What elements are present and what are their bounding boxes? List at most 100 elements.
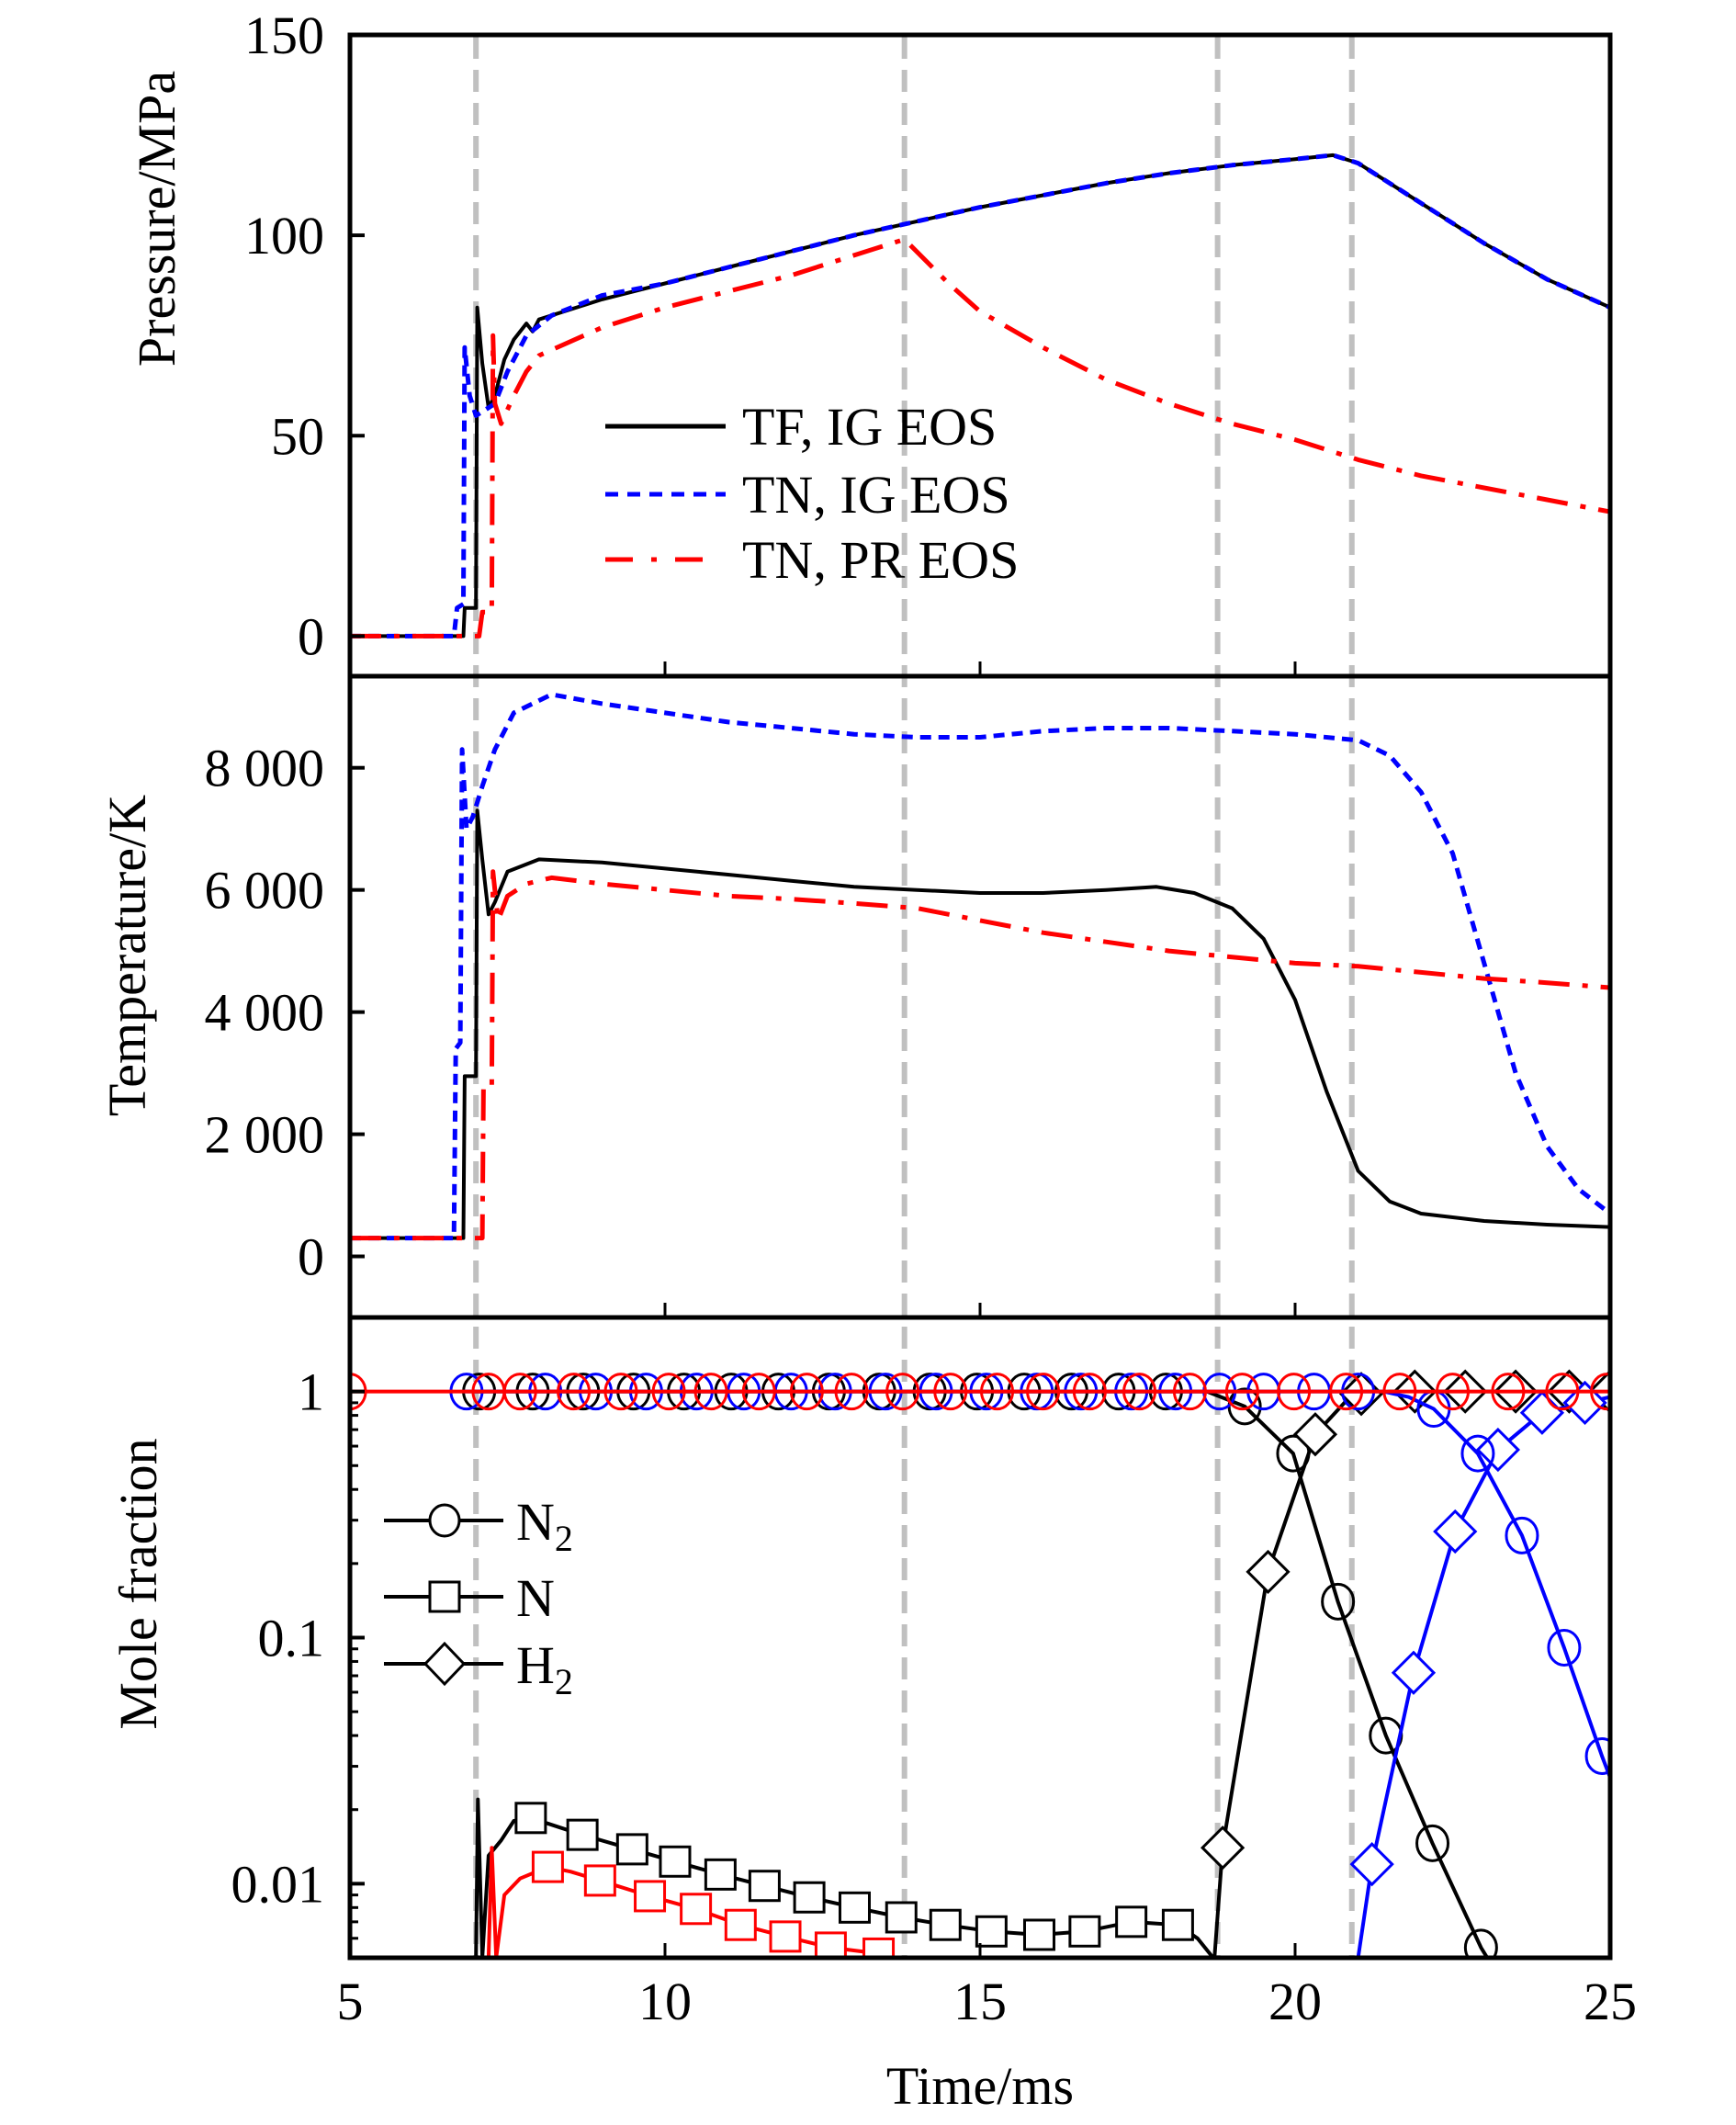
series-line-tn-ig-eos: [350, 692, 1610, 1241]
square-marker: [680, 1893, 713, 1926]
panel-series-mole-fraction: [350, 1369, 1610, 1958]
legend-item-h2: H2: [384, 1635, 573, 1702]
circle-marker: [980, 1373, 1015, 1411]
y-tick-label: 2 000: [205, 1105, 325, 1165]
square-marker: [748, 1870, 781, 1903]
mole-fraction-axis-title: Mole fraction: [108, 1438, 168, 1729]
square-marker: [583, 1864, 616, 1897]
legend-label-tf-ig: TF, IG EOS: [742, 397, 997, 457]
circle-marker: [1491, 1373, 1526, 1411]
square-marker: [793, 1881, 826, 1914]
y-tick-label: 8 000: [205, 739, 325, 798]
circle-marker: [603, 1373, 638, 1411]
x-tick-label: 15: [953, 1972, 1007, 2031]
panel-frame-temperature: [347, 673, 1613, 1320]
diamond-marker: [1200, 1825, 1246, 1871]
circle-marker: [1382, 1373, 1417, 1411]
series-layer: [350, 153, 1610, 1958]
legend-label-h2-main: H: [516, 1635, 555, 1695]
temperature-axis-title: Temperature/K: [97, 795, 157, 1116]
circle-marker: [933, 1373, 968, 1411]
square-marker: [634, 1880, 667, 1913]
square-marker: [724, 1908, 757, 1941]
legend-label-h2: H2: [516, 1635, 573, 1702]
pressure-axis-title: Pressure/MPa: [127, 71, 186, 367]
square-marker: [769, 1920, 802, 1953]
legend-square-marker-icon: [428, 1580, 461, 1613]
square-marker: [885, 1901, 918, 1934]
square-marker: [1115, 1905, 1148, 1938]
circle-marker: [502, 1373, 537, 1411]
circle-marker: [350, 1373, 367, 1411]
circle-marker: [1122, 1373, 1157, 1411]
circle-marker: [741, 1373, 776, 1411]
square-marker: [862, 1937, 896, 1958]
diamond-marker: [1391, 1650, 1437, 1695]
square-marker: [975, 1915, 1008, 1948]
y-tick-label: 100: [244, 206, 324, 266]
y-tick-label: 4 000: [205, 983, 325, 1043]
y-tick-label: 50: [271, 406, 324, 466]
series-line-tn-pr-eos: [350, 237, 1610, 639]
square-marker: [814, 1931, 847, 1958]
legend-item-n: N: [384, 1568, 555, 1628]
circle-marker: [1224, 1373, 1259, 1411]
x-tick-label: 20: [1268, 1972, 1322, 2031]
square-marker: [1068, 1915, 1101, 1948]
circle-marker: [1329, 1373, 1364, 1411]
legend-item-tn-pr: TN, PR EOS: [605, 530, 1019, 590]
circle-marker: [834, 1373, 869, 1411]
square-marker: [1022, 1918, 1055, 1951]
circle-marker: [693, 1373, 728, 1411]
series-line-h2-tn-ig-eos-: [1356, 1395, 1610, 1958]
y-tick-label: 0: [298, 1227, 324, 1287]
series-line-tf-ig-eos: [350, 808, 1610, 1240]
legend-item-n2: N2: [384, 1492, 573, 1559]
diamond-marker: [1292, 1412, 1338, 1457]
square-marker: [1161, 1908, 1194, 1941]
square-marker: [659, 1845, 692, 1878]
circle-marker: [1072, 1373, 1107, 1411]
square-marker: [566, 1818, 599, 1851]
circle-marker: [1547, 1628, 1582, 1667]
circle-marker: [1584, 1736, 1610, 1775]
y-tick-label: 0.01: [231, 1854, 325, 1914]
legend-item-tf-ig: TF, IG EOS: [605, 397, 997, 457]
square-marker: [514, 1802, 547, 1835]
circle-marker: [1026, 1373, 1061, 1411]
legend-circle-marker-icon: [428, 1503, 461, 1538]
square-marker: [838, 1891, 871, 1924]
series-line-tn-pr-eos: [350, 869, 1610, 1241]
y-tick-label: 0: [298, 606, 324, 666]
circle-marker: [1545, 1373, 1580, 1411]
circle-marker: [789, 1373, 824, 1411]
legend-label-n2-main: N: [516, 1492, 555, 1552]
circle-marker: [1436, 1373, 1470, 1411]
circle-marker: [1590, 1373, 1610, 1411]
panel-series-pressure: [350, 153, 1610, 639]
x-tick-label: 5: [337, 1972, 364, 2031]
species-legend: N2 N H2: [384, 1492, 573, 1702]
circle-marker: [1172, 1373, 1207, 1411]
circle-marker: [1277, 1373, 1312, 1411]
circle-marker: [557, 1373, 592, 1411]
circle-marker: [1505, 1516, 1539, 1554]
circle-marker: [885, 1373, 920, 1411]
x-tick-label: 25: [1584, 1972, 1637, 2031]
diamond-marker: [1349, 1842, 1394, 1887]
x-axis-title: Time/ms: [886, 2056, 1074, 2116]
circle-marker: [1460, 1434, 1495, 1473]
circle-marker: [1415, 1824, 1450, 1862]
legend-label-n2-sub: 2: [555, 1518, 573, 1559]
square-marker: [615, 1833, 648, 1866]
legend-label-n: N: [516, 1568, 555, 1628]
y-tick-label: 150: [244, 6, 324, 65]
series-line-tn-ig-eos: [350, 153, 1610, 639]
circle-marker: [1321, 1582, 1356, 1621]
panel-series-temperature: [350, 692, 1610, 1241]
circle-marker: [651, 1373, 686, 1411]
y-tick-label: 0.1: [258, 1609, 325, 1668]
legend-label-tn-pr: TN, PR EOS: [742, 530, 1019, 590]
